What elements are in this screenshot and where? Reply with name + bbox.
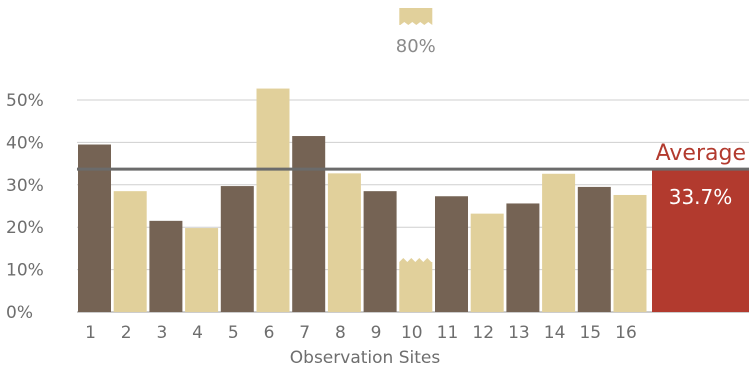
x-tick-label: 6: [264, 323, 275, 343]
bar: [399, 258, 433, 312]
y-tick-label: 30%: [6, 176, 44, 196]
bar: [149, 220, 183, 312]
bar: [78, 144, 111, 312]
x-tick-label: 12: [472, 323, 494, 343]
average-box: [652, 169, 749, 312]
y-tick-label: 0%: [6, 303, 33, 323]
y-tick-label: 50%: [6, 91, 44, 111]
y-tick-label: 10%: [6, 261, 44, 281]
x-tick-label: 5: [228, 323, 239, 343]
y-axis-ticks: 0% 10% 20% 30% 40% 50%: [6, 91, 44, 323]
bar: [542, 173, 576, 312]
average-label: Average: [656, 141, 746, 166]
y-tick-label: 40%: [6, 133, 44, 153]
x-tick-label: 10: [401, 323, 423, 343]
bar: [256, 88, 290, 312]
x-tick-label: 4: [192, 323, 203, 343]
bar: [506, 203, 540, 312]
bar: [113, 191, 147, 312]
bar: [292, 136, 326, 312]
bar: [220, 186, 254, 312]
x-tick-label: 1: [85, 323, 96, 343]
x-axis-ticks: 1 2 3 4 5 6 7 8 9 10 11 12 13 14 15 16: [85, 323, 637, 343]
x-tick-label: 11: [437, 323, 459, 343]
x-tick-label: 3: [156, 323, 167, 343]
y-tick-label: 20%: [6, 218, 44, 238]
bar: [577, 186, 611, 312]
x-tick-label: 15: [579, 323, 601, 343]
x-tick-label: 7: [299, 323, 310, 343]
x-axis-label: Observation Sites: [290, 348, 441, 368]
x-tick-label: 14: [544, 323, 566, 343]
bar: [363, 191, 397, 312]
bar: [470, 213, 504, 312]
average-value: 33.7%: [669, 185, 733, 209]
bar: [613, 194, 647, 312]
bar-value-label: 80%: [396, 36, 436, 57]
x-tick-label: 13: [508, 323, 530, 343]
x-tick-label: 16: [615, 323, 637, 343]
bar: [327, 173, 361, 312]
bar-top-stub: [399, 8, 433, 25]
x-tick-label: 2: [121, 323, 132, 343]
bars: 80%: [78, 8, 647, 312]
bar: [435, 196, 468, 312]
x-tick-label: 9: [371, 323, 382, 343]
bar: [185, 228, 219, 312]
x-tick-label: 8: [335, 323, 346, 343]
